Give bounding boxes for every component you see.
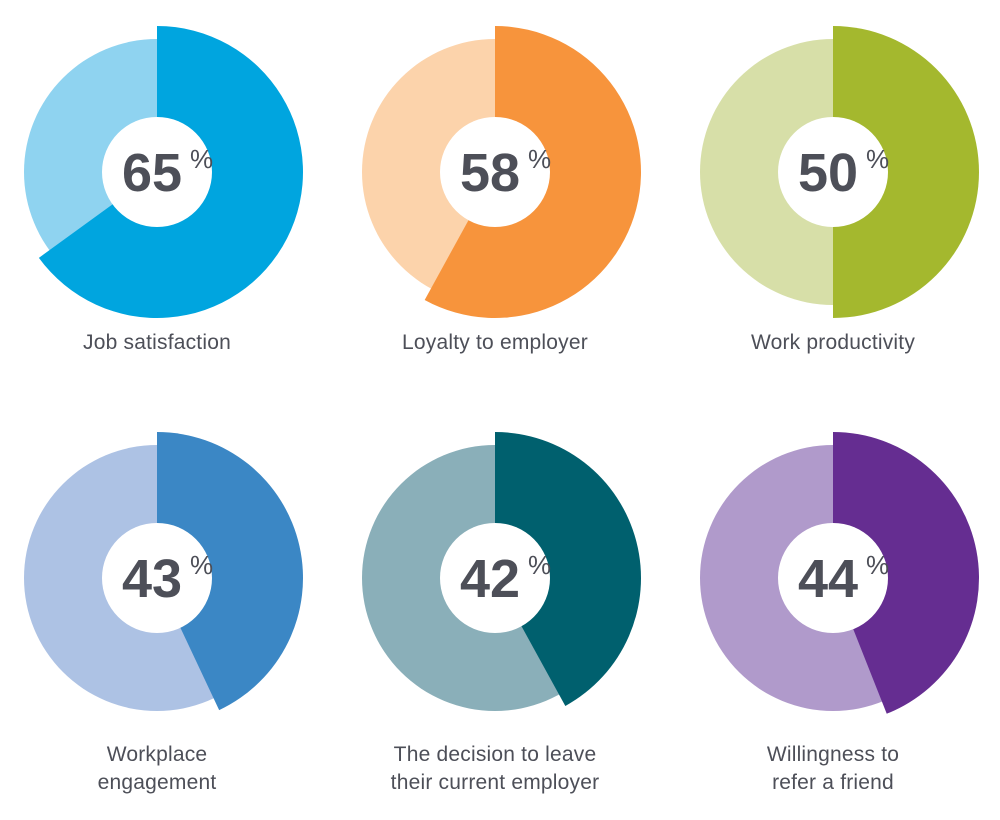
- pie-chart: 50%: [700, 26, 979, 318]
- percent-sign: %: [190, 550, 213, 580]
- category-label: The decision to leave their current emplo…: [335, 741, 655, 797]
- category-label-line: engagement: [97, 771, 217, 794]
- percent-sign: %: [528, 550, 551, 580]
- category-label: Job satisfaction: [0, 329, 317, 357]
- pie-center-hole: [440, 523, 550, 633]
- value-label: 65: [122, 143, 182, 203]
- category-label-line: refer a friend: [772, 771, 894, 794]
- pie-chart: 43%: [24, 432, 303, 711]
- pie-value-slice: [157, 432, 303, 711]
- pie-center-hole: [778, 523, 888, 633]
- pie-center-hole: [440, 117, 550, 227]
- pie-center-hole: [778, 117, 888, 227]
- value-label: 42: [460, 549, 520, 609]
- category-label-line: Loyalty to employer: [402, 331, 588, 354]
- category-label-line: Job satisfaction: [83, 331, 231, 354]
- value-label: 43: [122, 549, 182, 609]
- category-label: Work productivity: [673, 329, 993, 357]
- pie-value-slice: [495, 432, 642, 706]
- percent-sign: %: [866, 144, 889, 174]
- pie-center-hole: [102, 523, 212, 633]
- category-label-line: Work productivity: [750, 331, 916, 354]
- pie-value-slice: [833, 26, 979, 318]
- category-label-line: The decision to leave: [393, 743, 597, 766]
- percent-sign: %: [528, 144, 551, 174]
- pie-value-slice: [833, 432, 979, 714]
- category-label: Workplace engagement: [0, 741, 317, 797]
- percent-sign: %: [866, 550, 889, 580]
- pie-chart: 65%: [24, 26, 304, 318]
- pie-chart: 42%: [362, 432, 642, 711]
- category-label-line: Willingness to: [766, 743, 900, 766]
- pie-chart: 58%: [362, 26, 642, 319]
- pie-center-hole: [102, 117, 212, 227]
- value-label: 58: [460, 143, 520, 203]
- category-label: Willingness to refer a friend: [673, 741, 993, 797]
- category-label-line: their current employer: [390, 771, 600, 794]
- category-label-line: Workplace: [106, 743, 208, 766]
- percent-sign: %: [190, 144, 213, 174]
- value-label: 50: [798, 143, 858, 203]
- pie-chart: 44%: [700, 432, 979, 714]
- value-label: 44: [798, 549, 858, 609]
- category-label: Loyalty to employer: [335, 329, 655, 357]
